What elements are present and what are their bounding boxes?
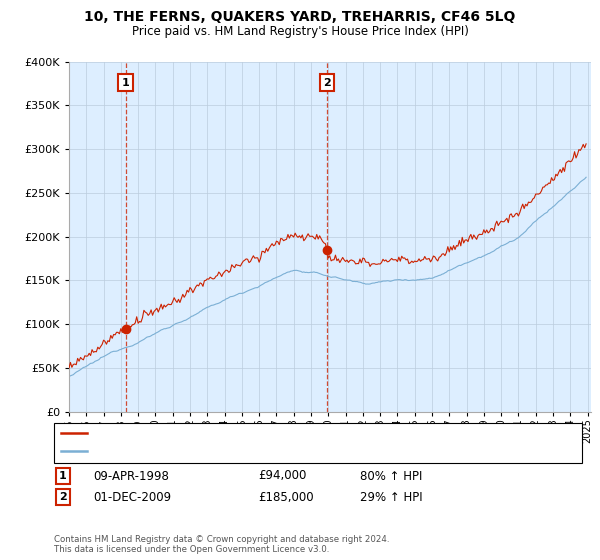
Text: HPI: Average price, detached house, Merthyr Tydfil: HPI: Average price, detached house, Mert… [91,446,355,456]
Text: 10, THE FERNS, QUAKERS YARD, TREHARRIS, CF46 5LQ: 10, THE FERNS, QUAKERS YARD, TREHARRIS, … [85,10,515,24]
Text: 80% ↑ HPI: 80% ↑ HPI [360,469,422,483]
Text: £94,000: £94,000 [258,469,307,483]
Text: 29% ↑ HPI: 29% ↑ HPI [360,491,422,504]
Text: 1: 1 [122,78,130,87]
Text: 1: 1 [59,471,67,481]
Text: Price paid vs. HM Land Registry's House Price Index (HPI): Price paid vs. HM Land Registry's House … [131,25,469,38]
Text: 10, THE FERNS, QUAKERS YARD, TREHARRIS, CF46 5LQ (detached house): 10, THE FERNS, QUAKERS YARD, TREHARRIS, … [91,428,473,438]
Text: 09-APR-1998: 09-APR-1998 [93,469,169,483]
Text: 2: 2 [59,492,67,502]
Text: 2: 2 [323,78,331,87]
Text: £185,000: £185,000 [258,491,314,504]
Text: 01-DEC-2009: 01-DEC-2009 [93,491,171,504]
Text: Contains HM Land Registry data © Crown copyright and database right 2024.
This d: Contains HM Land Registry data © Crown c… [54,535,389,554]
